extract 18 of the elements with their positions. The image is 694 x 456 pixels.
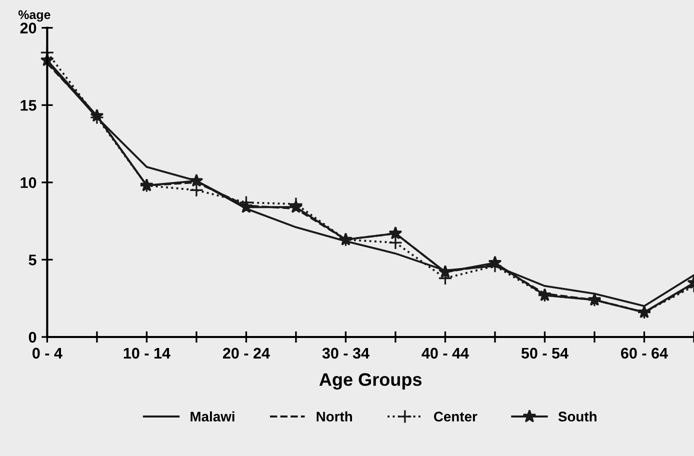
x-tick-label: 30 - 34 [322, 348, 370, 359]
legend-label: Malawi [190, 411, 234, 422]
legend-label: North [316, 411, 352, 422]
x-tick-label: 20 - 24 [222, 348, 270, 359]
x-axis-title: Age Groups [319, 373, 422, 390]
x-tick-label: 60 - 64 [621, 348, 668, 359]
y-tick-label: 0 [28, 332, 36, 343]
x-tick-label: 50 - 54 [521, 348, 568, 359]
y-tick-label: 5 [28, 254, 36, 266]
y-axis-title: %age [18, 10, 50, 22]
y-tick-label: 10 [20, 177, 36, 188]
legend-label: South [558, 411, 596, 422]
x-tick-label: 10 - 14 [124, 348, 170, 359]
x-tick-label: 40 - 44 [422, 348, 469, 359]
x-tick-label: 0 - 4 [32, 348, 62, 359]
y-tick-label: 15 [20, 100, 36, 111]
y-tick-label: 20 [20, 22, 36, 34]
legend-label: Center [434, 412, 478, 422]
